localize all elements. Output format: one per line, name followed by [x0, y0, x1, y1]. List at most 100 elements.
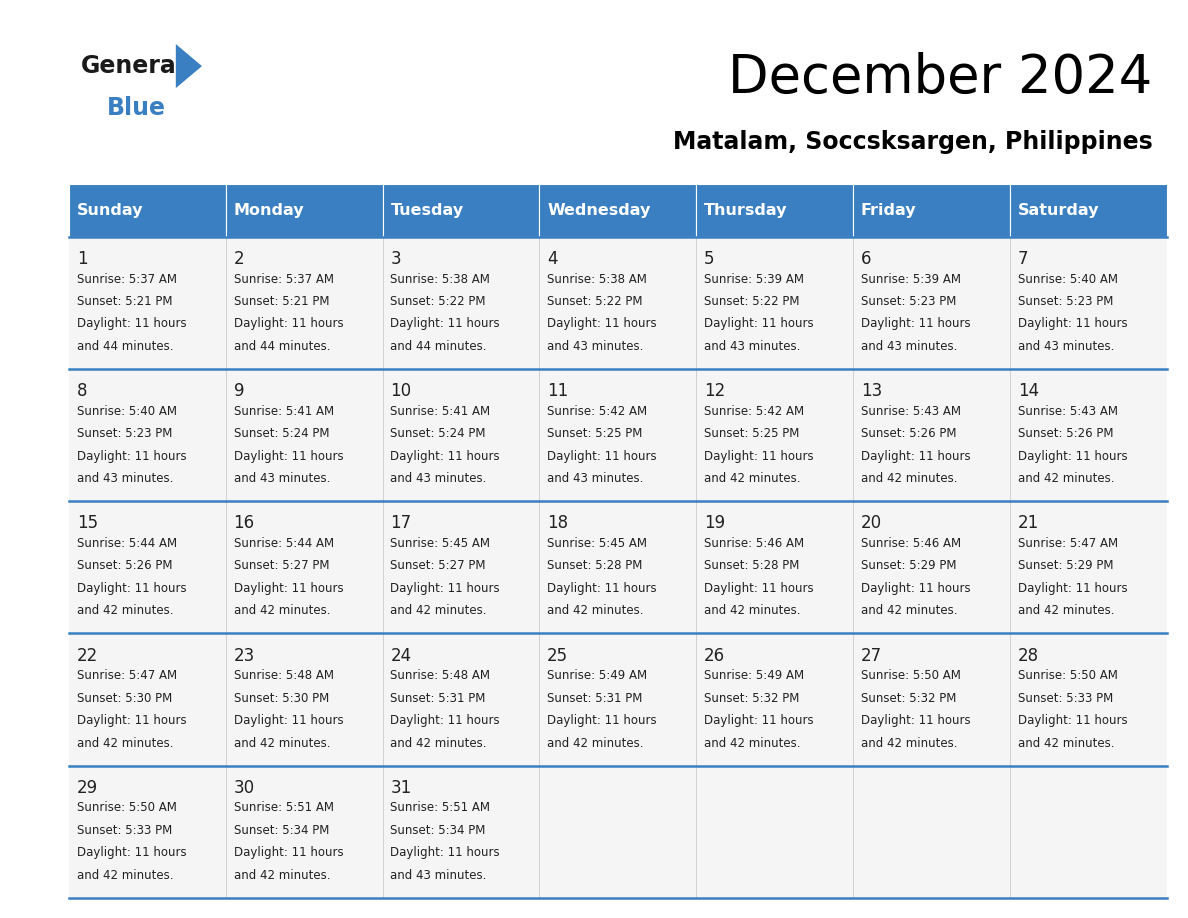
Text: Sunrise: 5:43 AM: Sunrise: 5:43 AM: [1018, 405, 1118, 418]
Text: Sunrise: 5:42 AM: Sunrise: 5:42 AM: [548, 405, 647, 418]
Text: Sunset: 5:23 PM: Sunset: 5:23 PM: [77, 427, 172, 441]
Bar: [383, 237, 539, 369]
Text: and 44 minutes.: and 44 minutes.: [77, 340, 173, 353]
Text: and 42 minutes.: and 42 minutes.: [234, 736, 330, 749]
Bar: [226, 369, 383, 501]
Text: Monday: Monday: [234, 203, 304, 218]
Bar: [1010, 633, 1167, 766]
Text: 28: 28: [1018, 646, 1038, 665]
Text: and 42 minutes.: and 42 minutes.: [77, 736, 173, 749]
Bar: [539, 766, 696, 898]
Text: Sunset: 5:23 PM: Sunset: 5:23 PM: [861, 295, 956, 308]
Text: 22: 22: [77, 646, 97, 665]
Text: Daylight: 11 hours: Daylight: 11 hours: [548, 582, 657, 595]
Text: 15: 15: [77, 514, 97, 532]
Text: Daylight: 11 hours: Daylight: 11 hours: [77, 450, 187, 463]
Text: Matalam, Soccsksargen, Philippines: Matalam, Soccsksargen, Philippines: [672, 130, 1152, 154]
Text: Sunrise: 5:50 AM: Sunrise: 5:50 AM: [861, 669, 961, 682]
Text: and 43 minutes.: and 43 minutes.: [77, 472, 173, 485]
Text: Sunrise: 5:43 AM: Sunrise: 5:43 AM: [861, 405, 961, 418]
Text: Daylight: 11 hours: Daylight: 11 hours: [234, 714, 343, 727]
Bar: [383, 501, 539, 633]
Text: Sunset: 5:33 PM: Sunset: 5:33 PM: [1018, 691, 1113, 705]
Text: Sunrise: 5:38 AM: Sunrise: 5:38 AM: [391, 273, 491, 285]
Text: Sunrise: 5:46 AM: Sunrise: 5:46 AM: [861, 537, 961, 550]
Text: Daylight: 11 hours: Daylight: 11 hours: [548, 714, 657, 727]
Text: Sunrise: 5:39 AM: Sunrise: 5:39 AM: [861, 273, 961, 285]
Text: Sunrise: 5:49 AM: Sunrise: 5:49 AM: [704, 669, 804, 682]
Text: and 43 minutes.: and 43 minutes.: [391, 472, 487, 485]
Text: Daylight: 11 hours: Daylight: 11 hours: [391, 582, 500, 595]
Text: and 42 minutes.: and 42 minutes.: [1018, 604, 1114, 617]
Bar: [69, 766, 226, 898]
Text: Sunset: 5:23 PM: Sunset: 5:23 PM: [1018, 295, 1113, 308]
Bar: [226, 184, 383, 237]
Text: Sunrise: 5:45 AM: Sunrise: 5:45 AM: [391, 537, 491, 550]
Text: and 42 minutes.: and 42 minutes.: [234, 604, 330, 617]
Text: Sunrise: 5:51 AM: Sunrise: 5:51 AM: [391, 801, 491, 814]
Text: 4: 4: [548, 250, 557, 268]
Text: Daylight: 11 hours: Daylight: 11 hours: [1018, 714, 1127, 727]
Text: Daylight: 11 hours: Daylight: 11 hours: [234, 318, 343, 330]
Text: Sunrise: 5:37 AM: Sunrise: 5:37 AM: [234, 273, 334, 285]
Text: Daylight: 11 hours: Daylight: 11 hours: [391, 450, 500, 463]
Text: 24: 24: [391, 646, 411, 665]
Text: Daylight: 11 hours: Daylight: 11 hours: [234, 450, 343, 463]
Text: Sunset: 5:21 PM: Sunset: 5:21 PM: [234, 295, 329, 308]
Bar: [1010, 237, 1167, 369]
Text: Daylight: 11 hours: Daylight: 11 hours: [391, 846, 500, 859]
Text: Daylight: 11 hours: Daylight: 11 hours: [391, 714, 500, 727]
Text: and 42 minutes.: and 42 minutes.: [704, 604, 801, 617]
Text: Sunrise: 5:49 AM: Sunrise: 5:49 AM: [548, 669, 647, 682]
Text: Daylight: 11 hours: Daylight: 11 hours: [77, 714, 187, 727]
Text: Sunset: 5:29 PM: Sunset: 5:29 PM: [1018, 559, 1113, 573]
Bar: [853, 501, 1010, 633]
Bar: [226, 766, 383, 898]
Text: and 43 minutes.: and 43 minutes.: [234, 472, 330, 485]
Text: Sunset: 5:26 PM: Sunset: 5:26 PM: [1018, 427, 1113, 441]
Text: Sunset: 5:24 PM: Sunset: 5:24 PM: [234, 427, 329, 441]
Text: 8: 8: [77, 382, 87, 400]
Text: 26: 26: [704, 646, 725, 665]
Text: Sunset: 5:25 PM: Sunset: 5:25 PM: [704, 427, 800, 441]
Text: Tuesday: Tuesday: [391, 203, 463, 218]
Text: Daylight: 11 hours: Daylight: 11 hours: [861, 582, 971, 595]
Text: Sunset: 5:21 PM: Sunset: 5:21 PM: [77, 295, 172, 308]
Text: and 44 minutes.: and 44 minutes.: [391, 340, 487, 353]
Text: Sunrise: 5:40 AM: Sunrise: 5:40 AM: [77, 405, 177, 418]
Text: Daylight: 11 hours: Daylight: 11 hours: [548, 318, 657, 330]
Text: 25: 25: [548, 646, 568, 665]
Text: Saturday: Saturday: [1018, 203, 1099, 218]
Text: December 2024: December 2024: [728, 52, 1152, 104]
Text: 23: 23: [234, 646, 254, 665]
Bar: [1010, 369, 1167, 501]
Bar: [853, 184, 1010, 237]
Text: and 42 minutes.: and 42 minutes.: [704, 736, 801, 749]
Text: Sunrise: 5:37 AM: Sunrise: 5:37 AM: [77, 273, 177, 285]
Text: 20: 20: [861, 514, 881, 532]
Text: and 42 minutes.: and 42 minutes.: [704, 472, 801, 485]
Text: Daylight: 11 hours: Daylight: 11 hours: [1018, 582, 1127, 595]
Text: Sunrise: 5:48 AM: Sunrise: 5:48 AM: [391, 669, 491, 682]
Bar: [69, 501, 226, 633]
Bar: [383, 633, 539, 766]
Text: and 44 minutes.: and 44 minutes.: [234, 340, 330, 353]
Text: and 42 minutes.: and 42 minutes.: [391, 736, 487, 749]
Bar: [226, 501, 383, 633]
Text: Sunset: 5:31 PM: Sunset: 5:31 PM: [391, 691, 486, 705]
Text: Sunset: 5:22 PM: Sunset: 5:22 PM: [548, 295, 643, 308]
Text: Sunset: 5:25 PM: Sunset: 5:25 PM: [548, 427, 643, 441]
Text: Sunset: 5:28 PM: Sunset: 5:28 PM: [704, 559, 800, 573]
Text: 2: 2: [234, 250, 245, 268]
Text: and 43 minutes.: and 43 minutes.: [391, 868, 487, 881]
Text: Daylight: 11 hours: Daylight: 11 hours: [234, 582, 343, 595]
Text: Sunday: Sunday: [77, 203, 144, 218]
Text: Sunset: 5:30 PM: Sunset: 5:30 PM: [77, 691, 172, 705]
Polygon shape: [176, 44, 202, 88]
Text: 11: 11: [548, 382, 568, 400]
Text: and 42 minutes.: and 42 minutes.: [1018, 472, 1114, 485]
Text: Sunrise: 5:42 AM: Sunrise: 5:42 AM: [704, 405, 804, 418]
Bar: [853, 633, 1010, 766]
Text: Sunset: 5:22 PM: Sunset: 5:22 PM: [704, 295, 800, 308]
Text: Sunset: 5:30 PM: Sunset: 5:30 PM: [234, 691, 329, 705]
